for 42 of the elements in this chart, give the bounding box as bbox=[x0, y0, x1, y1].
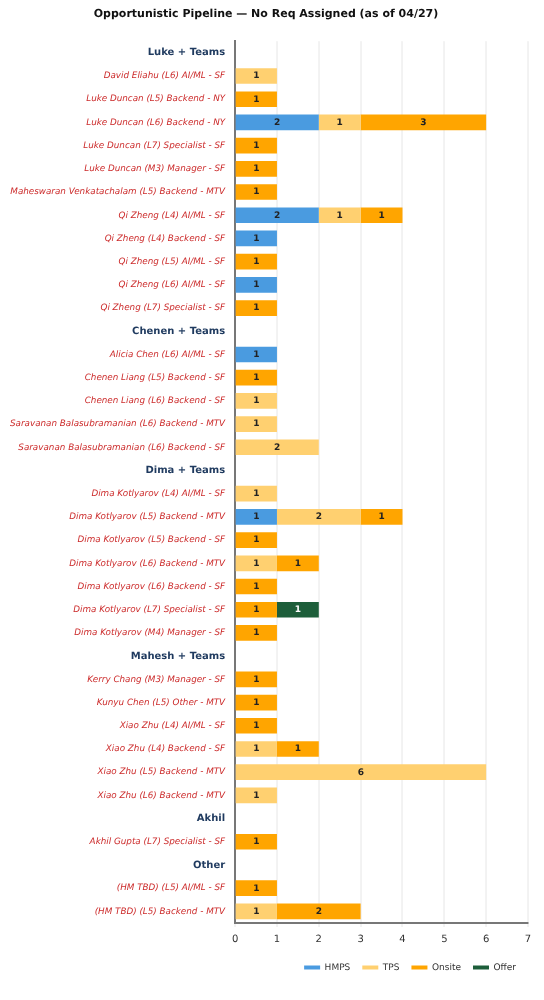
bar bbox=[360, 509, 403, 525]
bar bbox=[276, 509, 361, 525]
bar bbox=[235, 439, 319, 456]
bar bbox=[276, 601, 319, 618]
bar bbox=[318, 207, 361, 224]
bar bbox=[235, 555, 277, 572]
bar bbox=[235, 601, 277, 618]
bar bbox=[276, 555, 319, 572]
bar bbox=[235, 833, 277, 850]
bar bbox=[235, 68, 277, 84]
bar bbox=[235, 416, 277, 432]
bar bbox=[235, 300, 277, 316]
bar bbox=[360, 114, 487, 131]
bar bbox=[235, 369, 277, 386]
bar bbox=[235, 393, 277, 409]
bar bbox=[235, 741, 277, 757]
bar bbox=[235, 694, 277, 711]
bar bbox=[360, 207, 403, 224]
bar bbox=[235, 880, 277, 897]
bar bbox=[318, 114, 361, 131]
bar bbox=[235, 277, 277, 293]
bar bbox=[235, 161, 277, 177]
bar bbox=[235, 717, 277, 734]
bar bbox=[235, 903, 277, 920]
bar bbox=[235, 137, 277, 154]
bar bbox=[235, 625, 277, 641]
bar bbox=[235, 346, 277, 363]
bar bbox=[235, 578, 277, 595]
bar bbox=[235, 509, 277, 525]
bar bbox=[235, 114, 319, 131]
bar bbox=[235, 230, 277, 247]
bar bbox=[235, 671, 277, 688]
bar bbox=[235, 764, 487, 780]
bar bbox=[235, 207, 319, 224]
bar bbox=[235, 91, 277, 108]
bar bbox=[276, 903, 361, 920]
bar bbox=[235, 184, 277, 200]
bar bbox=[235, 485, 277, 502]
bar bbox=[276, 741, 319, 757]
bar bbox=[235, 787, 277, 804]
bar bbox=[235, 532, 277, 548]
bar bbox=[235, 253, 277, 270]
